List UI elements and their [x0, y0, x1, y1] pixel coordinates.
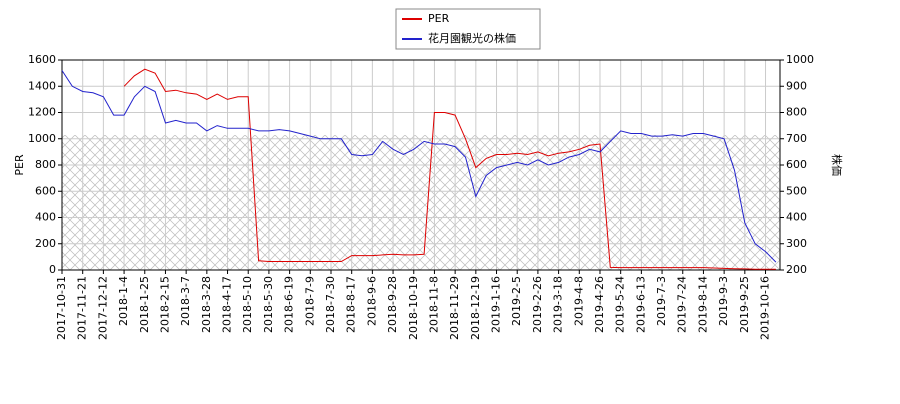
x-tick-label: 2018-11-8 [427, 276, 440, 333]
x-tick-label: 2018-2-15 [158, 276, 171, 333]
x-tick-label: 2018-11-29 [448, 276, 461, 340]
x-tick-label: 2019-1-16 [490, 276, 503, 333]
x-tick-label: 2018-8-17 [345, 276, 358, 333]
x-tick-label: 2018-9-28 [386, 276, 399, 333]
x-tick-label: 2018-3-28 [200, 276, 213, 333]
y2-tick-label: 900 [786, 79, 807, 92]
x-tick-label: 2019-8-14 [696, 276, 709, 333]
plot-frame [61, 59, 781, 271]
legend-box [395, 8, 541, 50]
x-tick-label: 2019-3-18 [552, 276, 565, 333]
y2-tick-label: 500 [786, 184, 807, 197]
x-tick-label: 2019-4-26 [593, 276, 606, 333]
y-tick-label: 1400 [28, 79, 56, 92]
x-tick-label: 2018-1-4 [117, 276, 130, 326]
x-tick-label: 2018-4-17 [221, 276, 234, 333]
y-tick-label: 1000 [28, 132, 56, 145]
x-tick-label: 2019-10-16 [759, 276, 772, 340]
x-tick-label: 2018-7-9 [303, 276, 316, 326]
y2-tick-label: 1000 [786, 53, 814, 66]
x-tick-label: 2018-7-30 [324, 276, 337, 333]
x-tick-label: 2019-7-3 [655, 276, 668, 326]
y2-axis-label: 株価 [830, 154, 844, 176]
y-tick-label: 1600 [28, 53, 56, 66]
y-tick-label: 600 [35, 184, 56, 197]
y-tick-label: 400 [35, 211, 56, 224]
x-tick-label: 2019-2-26 [531, 276, 544, 333]
hatch-area [62, 135, 780, 270]
x-tick-label: 2019-9-3 [717, 276, 730, 326]
y2-tick-label: 200 [786, 263, 807, 276]
legend-label: 花月園観光の株価 [428, 31, 516, 45]
x-tick-label: 2017-11-21 [76, 276, 89, 340]
x-tick-label: 2018-9-6 [365, 276, 378, 326]
x-tick-label: 2019-7-24 [676, 276, 689, 333]
x-tick-label: 2018-6-19 [283, 276, 296, 333]
x-tick-label: 2018-1-25 [138, 276, 151, 333]
y2-tick-label: 700 [786, 132, 807, 145]
y-tick-label: 800 [35, 158, 56, 171]
x-tick-label: 2019-5-24 [614, 276, 627, 333]
x-tick-label: 2018-12-19 [469, 276, 482, 340]
x-tick-label: 2017-10-31 [55, 276, 68, 340]
series-line [123, 68, 776, 270]
y-tick-label: 0 [49, 263, 56, 276]
y2-tick-label: 600 [786, 158, 807, 171]
legend: PER 花月園観光の株価 [395, 8, 541, 50]
x-tick-label: 2018-10-19 [407, 276, 420, 340]
y-tick-label: 200 [35, 237, 56, 250]
y2-tick-label: 400 [786, 211, 807, 224]
y2-tick-label: 300 [786, 237, 807, 250]
x-tick-label: 2018-3-7 [179, 276, 192, 326]
x-tick-label: 2019-9-25 [738, 276, 751, 333]
x-tick-label: 2018-5-10 [241, 276, 254, 333]
x-tick-label: 2019-6-13 [634, 276, 647, 333]
y2-tick-label: 800 [786, 106, 807, 119]
series-line [61, 70, 777, 263]
x-tick-label: 2017-12-12 [96, 276, 109, 340]
x-tick-label: 2019-4-8 [572, 276, 585, 326]
y-tick-label: 1200 [28, 106, 56, 119]
legend-label: PER [428, 12, 450, 25]
y-axis-label: PER [13, 154, 26, 176]
x-tick-label: 2019-2-5 [510, 276, 523, 326]
x-tick-label: 2018-5-30 [262, 276, 275, 333]
